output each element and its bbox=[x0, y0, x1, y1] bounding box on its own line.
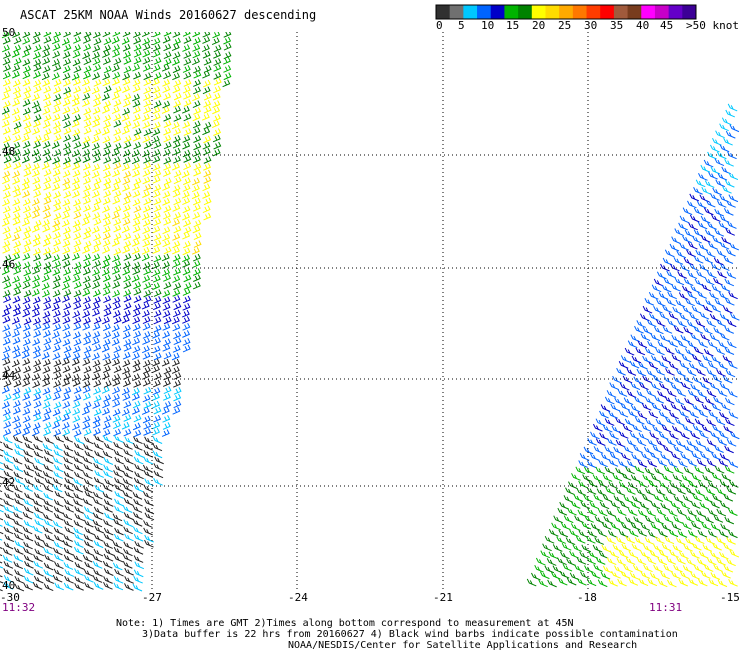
time-left: 11:32 bbox=[2, 601, 36, 614]
legend-swatch bbox=[477, 5, 492, 19]
legend-label-5: 5 bbox=[458, 19, 465, 32]
wind-barbs bbox=[0, 32, 740, 592]
legend-label-25: 25 bbox=[558, 19, 572, 32]
legend-swatch bbox=[668, 5, 683, 19]
legend-label-10: 10 bbox=[481, 19, 495, 32]
note-line-2: 3)Data buffer is 22 hrs from 20160627 4)… bbox=[142, 629, 678, 640]
legend-swatch bbox=[531, 5, 546, 19]
legend-swatch bbox=[682, 5, 697, 19]
lon-label-minus21: -21 bbox=[433, 591, 453, 604]
lon-label-minus15: -15 bbox=[720, 591, 740, 604]
legend-label-35: 35 bbox=[610, 19, 624, 32]
time-right: 11:31 bbox=[649, 601, 683, 614]
lat-label-46: 46 bbox=[2, 258, 16, 271]
legend-swatch bbox=[572, 5, 588, 19]
legend-swatch bbox=[559, 5, 574, 19]
lon-label-minus18: -18 bbox=[577, 591, 597, 604]
legend-label-0: 0 bbox=[436, 19, 443, 32]
lat-label-50: 50 bbox=[2, 26, 16, 39]
legend-swatch bbox=[518, 5, 533, 19]
legend-color-bar bbox=[435, 4, 697, 20]
legend-swatch bbox=[613, 5, 629, 19]
legend-swatch bbox=[641, 5, 656, 19]
legend-frame bbox=[435, 4, 697, 20]
legend-label-40: 40 bbox=[636, 19, 650, 32]
legend-swatch bbox=[654, 5, 670, 19]
lat-label-48: 48 bbox=[2, 145, 16, 158]
legend-swatch bbox=[600, 5, 615, 19]
legend-label-15: 15 bbox=[506, 19, 520, 32]
note-line-3: NOAA/NESDIS/Center for Satellite Applica… bbox=[288, 640, 638, 651]
lat-label-44: 44 bbox=[2, 369, 16, 382]
legend-label-50-knots: >50 knots bbox=[686, 19, 740, 32]
legend-swatch bbox=[463, 5, 478, 19]
lat-label-40: 40 bbox=[2, 579, 16, 592]
legend-swatch bbox=[449, 5, 464, 19]
legend-swatch bbox=[627, 5, 642, 19]
legend-label-45: 45 bbox=[660, 19, 674, 32]
legend-label-30: 30 bbox=[584, 19, 598, 32]
legend-swatch bbox=[586, 5, 601, 19]
lon-label-minus27: -27 bbox=[142, 591, 162, 604]
legend-swatch bbox=[504, 5, 519, 19]
lat-label-42: 42 bbox=[2, 476, 16, 489]
lat-lon-grid bbox=[0, 32, 740, 590]
legend-swatch bbox=[436, 5, 451, 19]
legend-swatch bbox=[545, 5, 560, 19]
lon-label-minus24: -24 bbox=[288, 591, 308, 604]
note-line-1: Note: 1) Times are GMT 2)Times along bot… bbox=[116, 618, 574, 629]
legend-swatch bbox=[490, 5, 505, 19]
lon-label-minus30: -30 bbox=[0, 591, 20, 604]
legend-label-20: 20 bbox=[532, 19, 546, 32]
map-title: ASCAT 25KM NOAA Winds 20160627 descendin… bbox=[20, 8, 317, 22]
